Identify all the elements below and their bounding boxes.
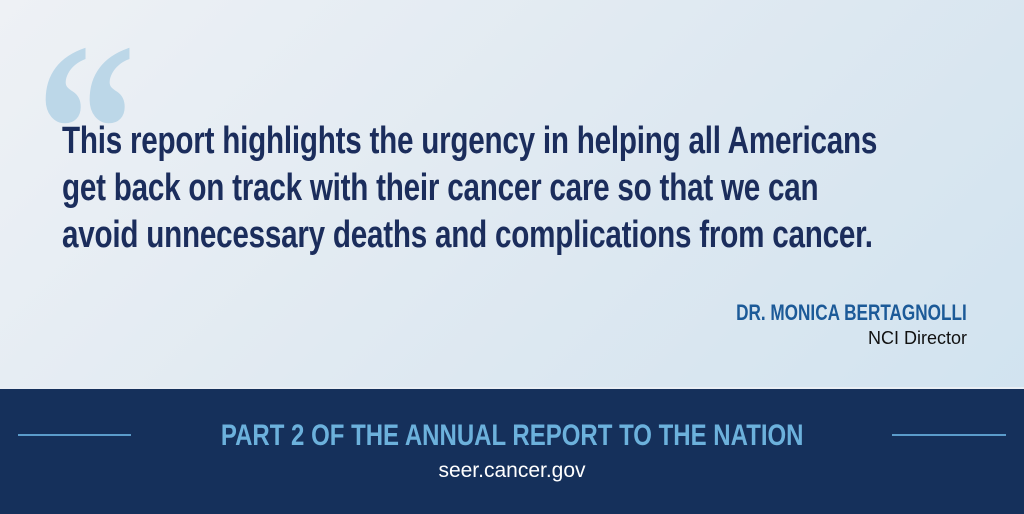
quote-text: This report highlights the urgency in he… [62,118,877,259]
quote-mark-icon: “ [36,0,136,269]
footer-banner: PART 2 OF THE ANNUAL REPORT TO THE NATIO… [0,387,1024,514]
quote-line: avoid unnecessary deaths and complicatio… [62,214,873,256]
divider-right [892,434,1006,436]
divider-left [18,434,131,436]
banner-title-text: PART 2 OF THE ANNUAL REPORT TO THE NATIO… [220,419,804,452]
attribution: DR. MONICA BERTAGNOLLI NCI Director [671,300,967,349]
quote-line: get back on track with their cancer care… [62,167,819,209]
author-name: DR. MONICA BERTAGNOLLI [736,300,967,325]
banner-title: PART 2 OF THE ANNUAL REPORT TO THE NATIO… [0,419,1024,453]
quote-line: This report highlights the urgency in he… [62,120,878,162]
website-link[interactable]: seer.cancer.gov [438,459,586,482]
author-title: NCI Director [867,328,967,348]
